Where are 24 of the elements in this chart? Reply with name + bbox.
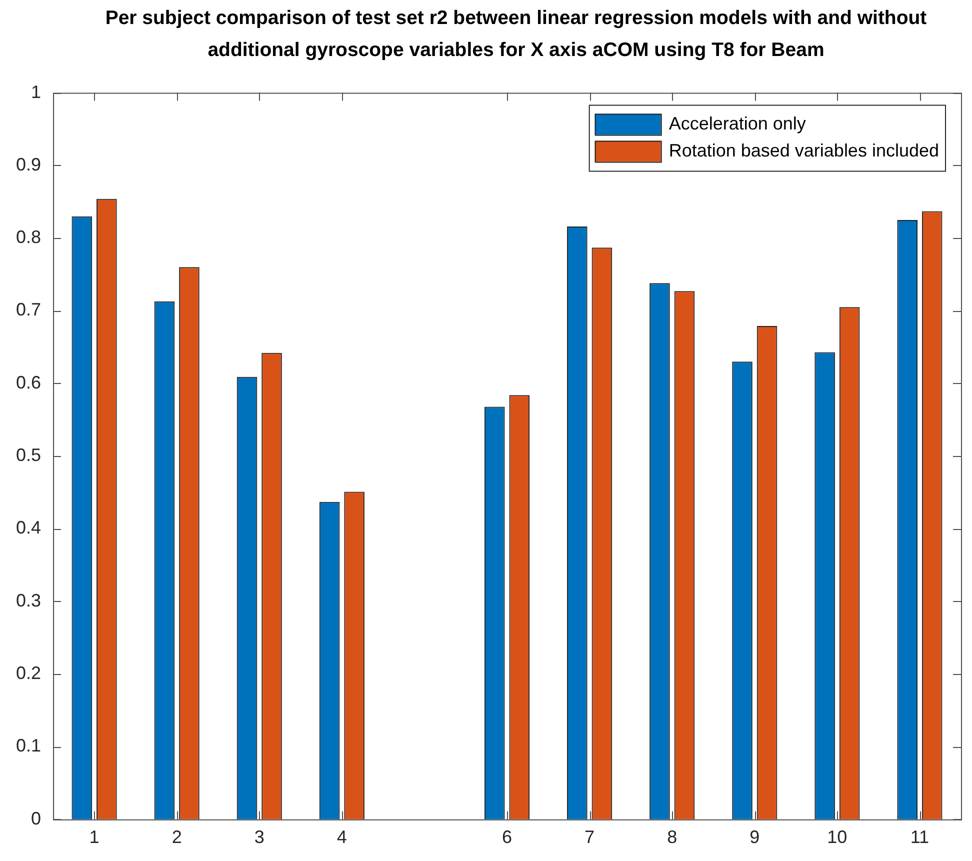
y-tick-label: 0.9 [16, 154, 42, 174]
x-tick-label: 11 [910, 827, 930, 848]
y-tick-label: 0.1 [16, 736, 42, 756]
y-tick-label: 1 [31, 82, 42, 102]
chart-title: Per subject comparison of test set r2 between linear regression models with and without additional gyroscope variables for X axis aCOM using T8 for Beam [104, 6, 928, 63]
x-tick-label: 3 [254, 827, 264, 848]
y-tick-label: 0.6 [16, 372, 42, 392]
y-tick-label: 0.5 [16, 445, 42, 466]
y-tick-label: 0.3 [16, 590, 42, 610]
y-tick-label: 0.4 [16, 518, 42, 538]
x-tick-label: 1 [89, 827, 100, 848]
y-tick-label: 0 [31, 808, 42, 828]
x-tick-label: 7 [584, 827, 595, 848]
x-tick-label: 2 [172, 827, 182, 848]
x-tick-label: 10 [827, 827, 848, 848]
y-tick-label: 0.2 [16, 663, 42, 684]
y-tick-label: 0.8 [16, 227, 42, 248]
legend-label: Rotation based variables included [668, 140, 940, 160]
y-tick-label: 0.7 [16, 300, 42, 320]
x-tick-label: 8 [667, 827, 678, 848]
x-tick-label: 6 [502, 827, 512, 848]
x-tick-label: 9 [750, 827, 760, 848]
x-tick-label: 4 [336, 827, 347, 848]
legend-label: Acceleration only [668, 113, 806, 134]
